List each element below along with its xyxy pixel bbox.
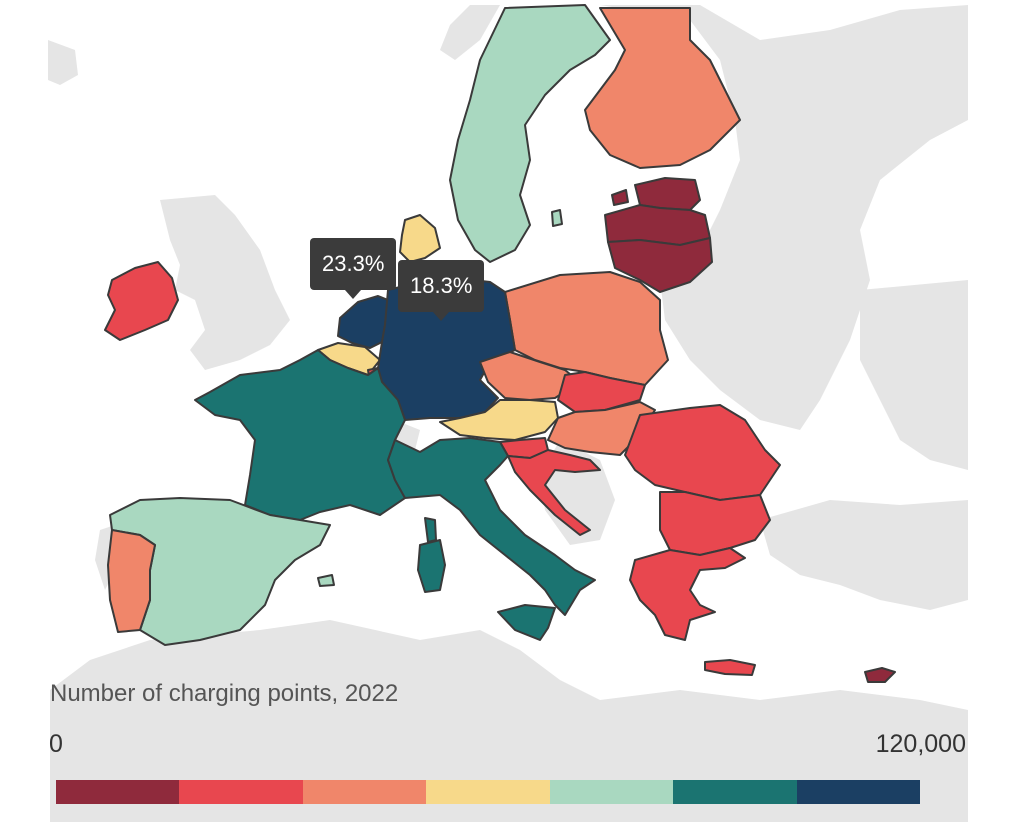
country-croatia[interactable] [507,449,601,536]
country-bulgaria[interactable] [659,491,771,556]
country-spain-balearic[interactable] [317,574,335,587]
country-italy-sicily[interactable] [497,604,556,641]
legend-title: Number of charging points, 2022 [50,680,399,707]
country-lithuania[interactable] [607,237,713,293]
eu-countries [104,4,896,683]
tooltip-value: 18.3% [410,273,473,298]
legend-swatch-3 [302,780,427,804]
country-greece[interactable] [629,547,746,641]
legend-swatch-7 [796,780,920,804]
country-sweden[interactable] [449,4,611,263]
country-portugal[interactable] [107,529,156,633]
country-cyprus[interactable] [864,667,896,683]
country-netherlands[interactable] [337,295,389,349]
country-france-corsica[interactable] [424,517,437,543]
country-estonia-saaremaa[interactable] [611,189,629,206]
country-sweden-gotland[interactable] [551,209,563,227]
legend-color-scale [56,780,920,804]
legend-max-label: 120,000 [875,730,966,758]
legend-swatch-6 [673,780,797,804]
country-ireland[interactable] [104,261,179,341]
country-france[interactable] [194,349,406,521]
tooltip-netherlands: 23.3% [310,238,397,299]
country-latvia[interactable] [604,204,711,246]
country-italy-sardinia[interactable] [417,539,446,593]
country-greece-crete[interactable] [704,659,756,676]
country-slovakia[interactable] [557,371,646,413]
country-italy[interactable] [387,437,596,616]
tooltip-value: 23.3% [322,251,385,276]
legend-swatch-2 [179,780,303,804]
country-denmark[interactable] [399,214,441,263]
legend-swatch-5 [549,780,674,804]
legend-swatch-4 [426,780,550,804]
legend-swatch-1 [56,780,180,804]
country-austria[interactable] [439,399,559,441]
country-romania[interactable] [624,404,781,501]
legend-min-label: 0 [49,730,63,758]
background-land [48,5,968,822]
tooltip-germany: 18.3% [398,260,485,321]
country-finland[interactable] [584,7,741,169]
